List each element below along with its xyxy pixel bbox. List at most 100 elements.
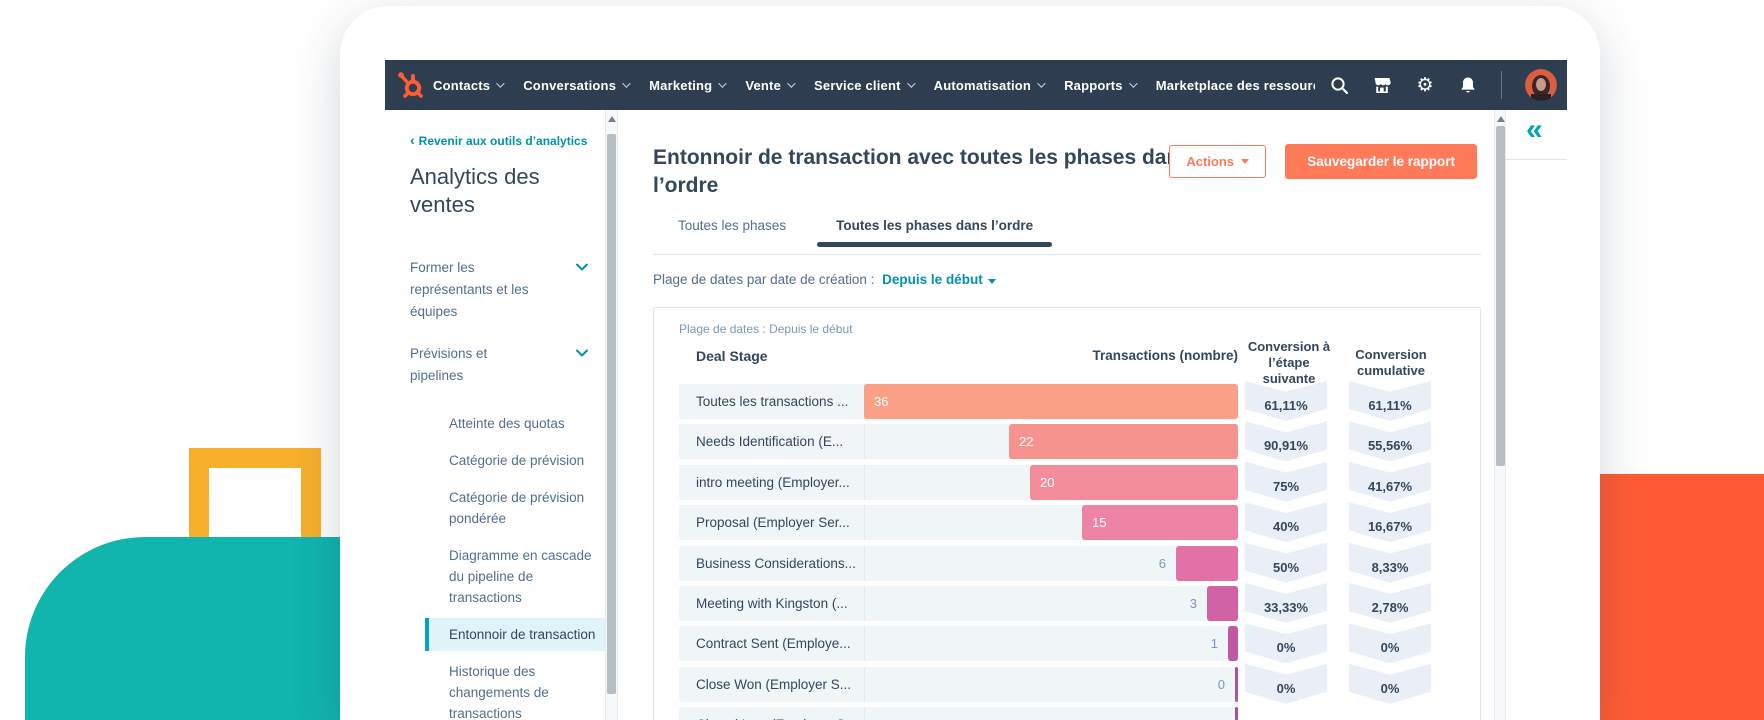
sidebar-item-diagramme-en-cascade-du-pipeline-de-transactions[interactable]: Diagramme en cascade du pipeline de tran…	[449, 548, 592, 605]
nav-item-contacts[interactable]: Contacts	[433, 78, 505, 93]
chevron-down-icon	[1037, 79, 1046, 88]
sidebar-group-former-les-repr-sentants-et-les-quipes[interactable]: Former les représentants et les équipes	[410, 257, 588, 323]
sidebar-scrollbar-thumb[interactable]	[607, 134, 616, 694]
settings-icon[interactable]: ⚙	[1416, 74, 1434, 96]
conversion-next-badge: 33,33%	[1245, 583, 1327, 623]
save-report-button[interactable]: Sauvegarder le rapport	[1285, 144, 1477, 179]
main-scrollbar[interactable]	[1494, 110, 1506, 720]
nav-separator	[1501, 71, 1502, 99]
conversion-next-badge: 61,11%	[1245, 381, 1327, 421]
date-filter-value-dropdown[interactable]: Depuis le début	[882, 272, 983, 287]
date-filter-label: Plage de dates par date de création :	[653, 272, 875, 287]
marketplace-icon[interactable]	[1372, 75, 1392, 95]
sidebar: ‹ Revenir aux outils d’analytics Analytic…	[385, 110, 605, 720]
funnel-row-business-considerations: Business Considerations... 6	[679, 545, 1238, 581]
chevron-down-icon	[496, 79, 505, 88]
right-collapsed-panel: «	[1506, 110, 1567, 720]
sidebar-item-cat-gorie-de-pr-vision[interactable]: Catégorie de prévision	[449, 453, 585, 468]
chevron-down-icon	[906, 79, 916, 88]
main-header: Entonnoir de transaction avec toutes les…	[653, 144, 1481, 200]
column-header-deal-stage: Deal Stage	[696, 348, 768, 364]
chevron-down-icon	[622, 79, 631, 88]
funnel-row-meeting-with-kingston: Meeting with Kingston (... 3	[679, 586, 1238, 621]
back-to-analytics-link[interactable]: ‹ Revenir aux outils d’analytics	[410, 132, 588, 148]
funnel-row-proposal-employer-ser: Proposal (Employer Ser... 15	[679, 505, 1238, 541]
funnel-row-needs-identification-e: Needs Identification (E... 22	[679, 424, 1238, 460]
nav-item-conversations[interactable]: Conversations	[523, 78, 631, 93]
report-date-range: Plage de dates : Depuis le début	[679, 322, 853, 336]
funnel-bar	[1235, 707, 1238, 720]
nav-item-marketing[interactable]: Marketing	[649, 78, 727, 93]
conversion-next-badge: 75%	[1245, 461, 1327, 502]
sidebar-item-cat-gorie-de-pr-vision-pond-r-e[interactable]: Catégorie de prévision pondérée	[449, 490, 585, 526]
stage-label: Contract Sent (Employe...	[696, 636, 851, 652]
conversion-next-badge: 90,91%	[1245, 421, 1327, 462]
search-icon[interactable]	[1329, 75, 1349, 95]
scroll-up-arrow-icon[interactable]	[608, 116, 616, 122]
funnel-bar: 36	[864, 384, 1238, 419]
chevron-down-icon	[718, 79, 727, 88]
chevron-down-icon	[576, 349, 588, 357]
conversion-next-badge: 0%	[1245, 623, 1327, 664]
conversion-cumulative-badge: 41,67%	[1349, 461, 1431, 502]
funnel-bar	[1235, 666, 1238, 702]
conversion-cumulative-badge: 55,56%	[1349, 421, 1431, 462]
nav-item-marketplace-des-ressources[interactable]: Marketplace des ressources	[1156, 78, 1315, 93]
sidebar-title: Analytics des ventes	[410, 164, 540, 217]
funnel-bar	[1228, 626, 1238, 662]
back-chevron-icon: ‹	[410, 132, 415, 148]
top-navbar: Contacts Conversations Marketing Vente Servi…	[385, 60, 1567, 110]
sidebar-item-atteinte-des-quotas[interactable]: Atteinte des quotas	[449, 416, 565, 431]
funnel-row-toutes-les-transactions: Toutes les transactions ... 36	[679, 384, 1238, 419]
actions-button[interactable]: Actions	[1169, 145, 1266, 178]
conversion-cumulative-badge: 61,11%	[1349, 381, 1431, 421]
tabs-divider	[653, 254, 1481, 255]
conversion-cumulative-badge: 2,78%	[1349, 583, 1431, 623]
funnel-row-close-won-employer-s: Close Won (Employer S... 0	[679, 666, 1238, 702]
sidebar-scrollbar[interactable]	[605, 110, 618, 720]
funnel-row-contract-sent-employe: Contract Sent (Employe... 1	[679, 626, 1238, 662]
bar-count: 0	[1217, 676, 1225, 692]
tab-toutes-les-phases[interactable]: Toutes les phases	[678, 218, 787, 233]
tab-toutes-les-phases-dans-l-ordre[interactable]: Toutes les phases dans l’ordre	[811, 218, 1058, 247]
right-panel-divider	[1506, 159, 1567, 160]
funnel-bar: 15	[1082, 505, 1238, 541]
conversion-cumulative-badge: 8,33%	[1349, 542, 1431, 583]
funnel-bar	[1207, 586, 1238, 621]
nav-item-vente[interactable]: Vente	[745, 78, 796, 93]
caret-down-icon	[1241, 159, 1249, 164]
scroll-up-arrow-icon[interactable]	[1497, 116, 1505, 122]
collapse-panel-icon[interactable]: «	[1526, 113, 1543, 146]
main-scrollbar-thumb[interactable]	[1496, 126, 1505, 466]
caret-down-icon	[987, 279, 996, 284]
notifications-icon[interactable]	[1458, 75, 1478, 95]
sidebar-item-historique-des-changements-de-transactions[interactable]: Historique des changements de transactio…	[449, 664, 549, 720]
stage-label: Close Won (Employer S...	[696, 676, 852, 692]
bar-count: 0	[1218, 707, 1225, 720]
bar-count: 36	[874, 394, 889, 409]
nav-item-automatisation[interactable]: Automatisation	[934, 78, 1046, 93]
chevron-down-icon	[1128, 79, 1138, 88]
sidebar-item-entonnoir-de-transaction[interactable]: Entonnoir de transaction	[425, 618, 605, 651]
app-window: Contacts Conversations Marketing Vente Servi…	[340, 6, 1600, 720]
column-header-conversion-cumulative: Conversion cumulative	[1355, 347, 1427, 378]
report-card: Plage de dates : Depuis le début Deal St…	[653, 307, 1481, 720]
conversion-next-badge: 0%	[1245, 663, 1327, 704]
page-title: Entonnoir de transaction avec toutes les…	[653, 146, 1191, 197]
user-avatar[interactable]	[1525, 69, 1557, 101]
bar-count: 20	[1040, 474, 1055, 490]
funnel-bar: 20	[1030, 464, 1238, 500]
bar-count: 3	[1189, 596, 1197, 611]
main-content: Entonnoir de transaction avec toutes les…	[618, 110, 1494, 720]
bar-count: 15	[1092, 515, 1107, 531]
column-header-transactions: Transactions (nombre)	[1092, 348, 1238, 363]
nav-item-service-client[interactable]: Service client	[814, 78, 916, 93]
sidebar-group-pr-visions-et-pipelines[interactable]: Prévisions et pipelines	[410, 343, 588, 387]
funnel-row-closed-lost-employer-s: Closed Lost (Employer S... 0	[679, 707, 1238, 720]
nav-menu: Contacts Conversations Marketing Vente Servi…	[433, 78, 1315, 93]
bar-count: 6	[1158, 555, 1166, 571]
stage-label: Toutes les transactions ...	[696, 394, 849, 409]
nav-item-rapports[interactable]: Rapports	[1064, 78, 1138, 93]
hubspot-logo[interactable]	[391, 66, 427, 104]
